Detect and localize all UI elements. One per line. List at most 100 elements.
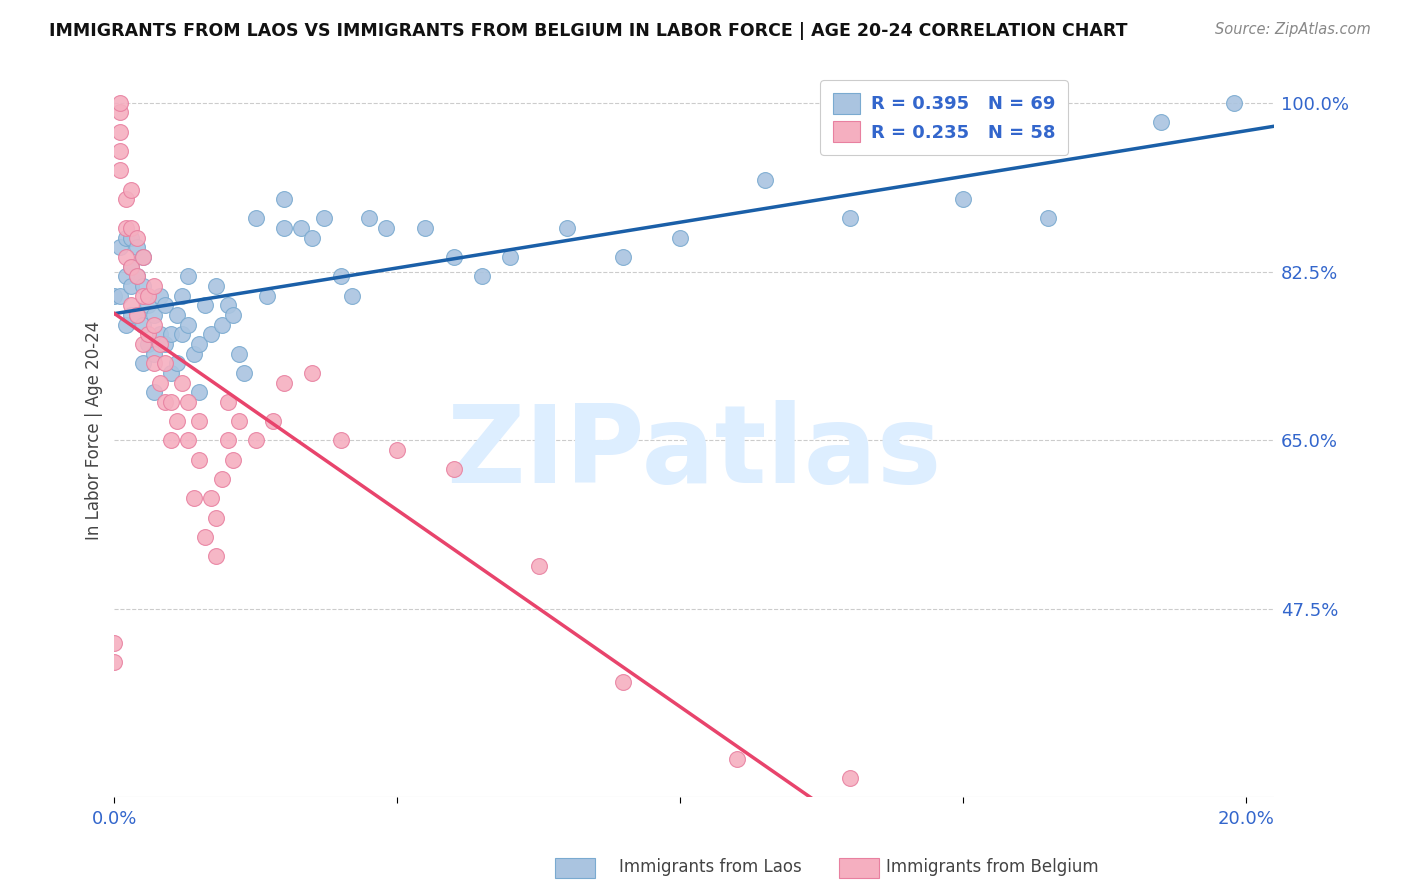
Point: [149, 376, 172, 390]
Point: [114, 250, 136, 264]
Point: [188, 452, 211, 467]
Point: [149, 337, 172, 351]
Point: [120, 308, 142, 322]
Point: [443, 250, 465, 264]
Point: [160, 327, 183, 342]
Point: [177, 434, 200, 448]
Point: [262, 414, 284, 428]
Point: [160, 394, 183, 409]
Point: [200, 327, 222, 342]
Point: [131, 318, 153, 332]
Point: [166, 356, 188, 370]
Point: [374, 221, 396, 235]
Point: [340, 288, 363, 302]
Point: [612, 674, 634, 689]
Point: [143, 279, 166, 293]
Point: [273, 376, 295, 390]
Point: [301, 366, 323, 380]
Point: [205, 279, 228, 293]
Point: [205, 510, 228, 524]
Point: [155, 298, 177, 312]
Point: [149, 288, 172, 302]
Point: [177, 269, 200, 284]
Point: [200, 491, 222, 506]
Legend: R = 0.395   N = 69, R = 0.235   N = 58: R = 0.395 N = 69, R = 0.235 N = 58: [820, 80, 1067, 154]
Point: [131, 250, 153, 264]
Point: [131, 337, 153, 351]
Point: [1150, 115, 1173, 129]
Point: [166, 414, 188, 428]
Point: [329, 434, 352, 448]
Point: [183, 346, 205, 360]
Point: [143, 346, 166, 360]
Point: [125, 308, 148, 322]
Point: [149, 327, 172, 342]
Point: [273, 192, 295, 206]
Point: [125, 308, 148, 322]
Text: ZIPatlas: ZIPatlas: [447, 400, 942, 506]
Point: [131, 279, 153, 293]
Point: [120, 260, 142, 274]
Point: [108, 125, 131, 139]
Point: [114, 221, 136, 235]
Point: [312, 211, 335, 226]
Point: [108, 105, 131, 120]
Point: [125, 269, 148, 284]
Point: [211, 472, 233, 486]
Point: [138, 288, 160, 302]
Point: [952, 192, 974, 206]
Point: [471, 269, 494, 284]
Point: [143, 318, 166, 332]
Point: [387, 443, 409, 458]
Point: [188, 385, 211, 400]
Point: [555, 221, 578, 235]
Point: [138, 298, 160, 312]
Point: [114, 231, 136, 245]
Point: [612, 250, 634, 264]
Point: [103, 288, 125, 302]
Point: [256, 288, 278, 302]
Point: [233, 366, 256, 380]
Point: [172, 376, 194, 390]
Point: [329, 269, 352, 284]
Text: Source: ZipAtlas.com: Source: ZipAtlas.com: [1215, 22, 1371, 37]
Point: [194, 530, 217, 544]
Point: [217, 434, 239, 448]
Point: [172, 288, 194, 302]
Point: [188, 337, 211, 351]
Point: [108, 95, 131, 110]
Point: [415, 221, 437, 235]
Point: [211, 318, 233, 332]
Point: [838, 771, 860, 785]
Point: [143, 356, 166, 370]
Point: [125, 240, 148, 254]
Point: [754, 173, 776, 187]
Point: [217, 394, 239, 409]
Point: [120, 260, 142, 274]
Point: [131, 356, 153, 370]
Text: Immigrants from Belgium: Immigrants from Belgium: [886, 858, 1098, 876]
Point: [301, 231, 323, 245]
Point: [108, 163, 131, 178]
Point: [194, 298, 217, 312]
Point: [108, 144, 131, 158]
Point: [222, 308, 245, 322]
Point: [222, 452, 245, 467]
Point: [228, 414, 250, 428]
Point: [838, 211, 860, 226]
Point: [131, 288, 153, 302]
Point: [143, 385, 166, 400]
Point: [114, 269, 136, 284]
Point: [177, 318, 200, 332]
Point: [120, 231, 142, 245]
Point: [103, 636, 125, 650]
Point: [138, 327, 160, 342]
Point: [143, 308, 166, 322]
Point: [172, 327, 194, 342]
Point: [155, 394, 177, 409]
Point: [177, 394, 200, 409]
Point: [125, 269, 148, 284]
Point: [160, 434, 183, 448]
Point: [120, 298, 142, 312]
Point: [155, 356, 177, 370]
